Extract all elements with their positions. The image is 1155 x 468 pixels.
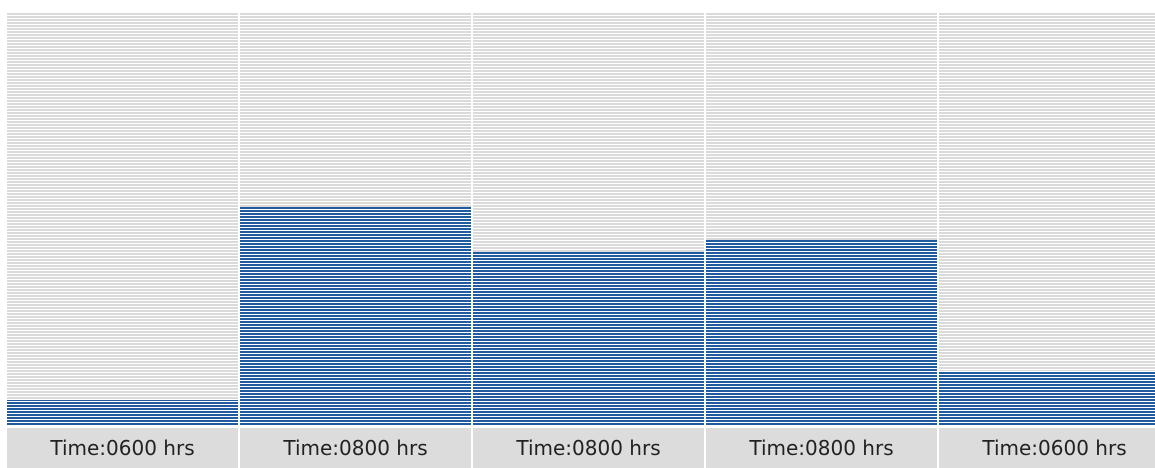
bar [706,240,937,425]
bar-track [7,13,238,425]
bar-track [706,13,937,425]
category-label: Time:0800 hrs [240,428,471,468]
bar-column: Time:0800 hrs [706,13,937,468]
bar-column: Time:0600 hrs [939,13,1155,468]
bar-column: Time:0800 hrs [240,13,471,468]
bar [473,252,704,425]
category-label: Time:0600 hrs [7,428,238,468]
bar-track [939,13,1155,425]
bar-column: Time:0800 hrs [473,13,704,468]
bar-chart: Time:0600 hrs Time:0800 hrs Time:0800 hrs T… [7,13,1155,468]
bar [939,371,1155,425]
category-label: Time:0600 hrs [939,428,1155,468]
bar [7,400,238,425]
bar-track [240,13,471,425]
category-label: Time:0800 hrs [473,428,704,468]
category-label: Time:0800 hrs [706,428,937,468]
bar [240,207,471,425]
bar-column: Time:0600 hrs [7,13,238,468]
bar-track [473,13,704,425]
